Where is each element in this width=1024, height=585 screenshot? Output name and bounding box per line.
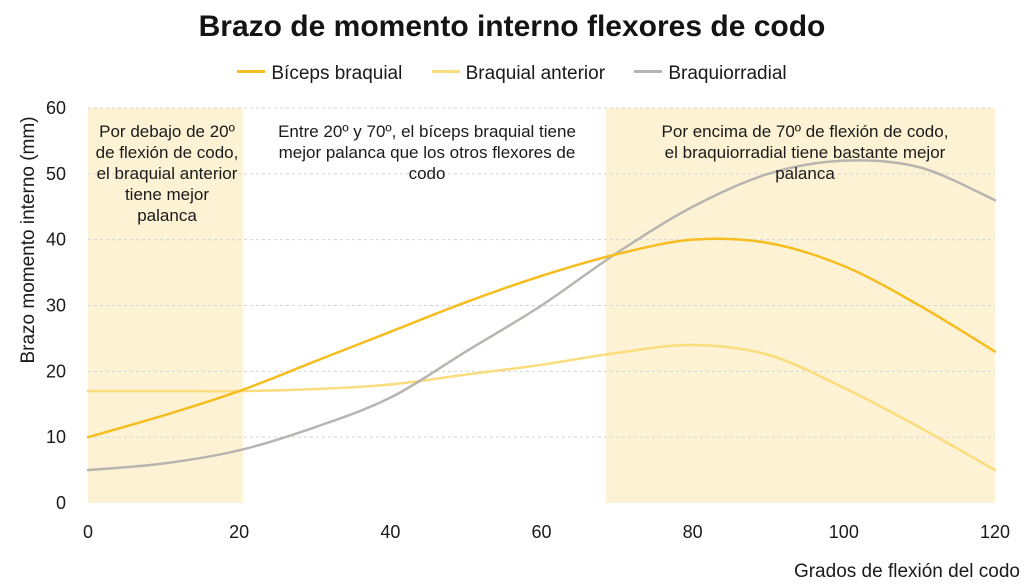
x-tick-label-100: 100	[829, 522, 859, 542]
legend-item-braquial: Braquial anterior	[431, 63, 606, 85]
series-line-braquiorradial	[86, 159, 997, 472]
legend-label-braquiorradial: Braquiorradial	[668, 63, 787, 84]
y-tick-label-0: 0	[56, 493, 66, 513]
x-axis-label: Grados de flexión del codo	[794, 561, 1020, 582]
y-tick-label-50: 50	[46, 164, 66, 184]
x-tick-label-20: 20	[229, 522, 249, 542]
x-tick-label-0: 0	[83, 522, 93, 542]
x-tick-label-60: 60	[531, 522, 551, 542]
x-tick-label-80: 80	[683, 522, 703, 542]
annotation-middle: Entre 20º y 70º, el bíceps braquial tien…	[278, 122, 576, 183]
annotation-right: Por encima de 70º de flexión de codo, el…	[661, 122, 949, 183]
y-tick-label-30: 30	[46, 296, 66, 316]
tick-labels: 0 10 20 30 40 50 60 0 20 40 60 80 100 120	[46, 98, 1010, 542]
chart-title: Brazo de momento interno flexores de cod…	[198, 10, 826, 43]
y-tick-label-20: 20	[46, 361, 66, 381]
y-tick-label-40: 40	[46, 230, 66, 250]
legend: Bíceps braquial Braquial anterior Braqui…	[0, 63, 1024, 85]
legend-swatch-biceps	[237, 70, 266, 74]
legend-swatch-braquial	[431, 70, 460, 74]
y-axis-label: Brazo momento interno (mm)	[18, 116, 39, 363]
legend-label-braquial: Braquial anterior	[465, 63, 606, 84]
legend-swatch-braquiorradial	[634, 70, 663, 74]
series-lines	[86, 159, 997, 472]
x-tick-label-40: 40	[380, 522, 400, 542]
series-line-bíceps-braquial	[86, 237, 997, 439]
y-tick-label-60: 60	[46, 98, 66, 118]
gridlines	[88, 107, 995, 438]
y-tick-label-10: 10	[46, 427, 66, 447]
x-tick-label-120: 120	[980, 522, 1010, 542]
legend-label-biceps: Bíceps braquial	[271, 63, 403, 84]
legend-item-braquiorradial: Braquiorradial	[634, 63, 787, 85]
annotation-left: Por debajo de 20º de flexión de codo, el…	[95, 122, 239, 225]
legend-item-biceps: Bíceps braquial	[237, 63, 402, 85]
